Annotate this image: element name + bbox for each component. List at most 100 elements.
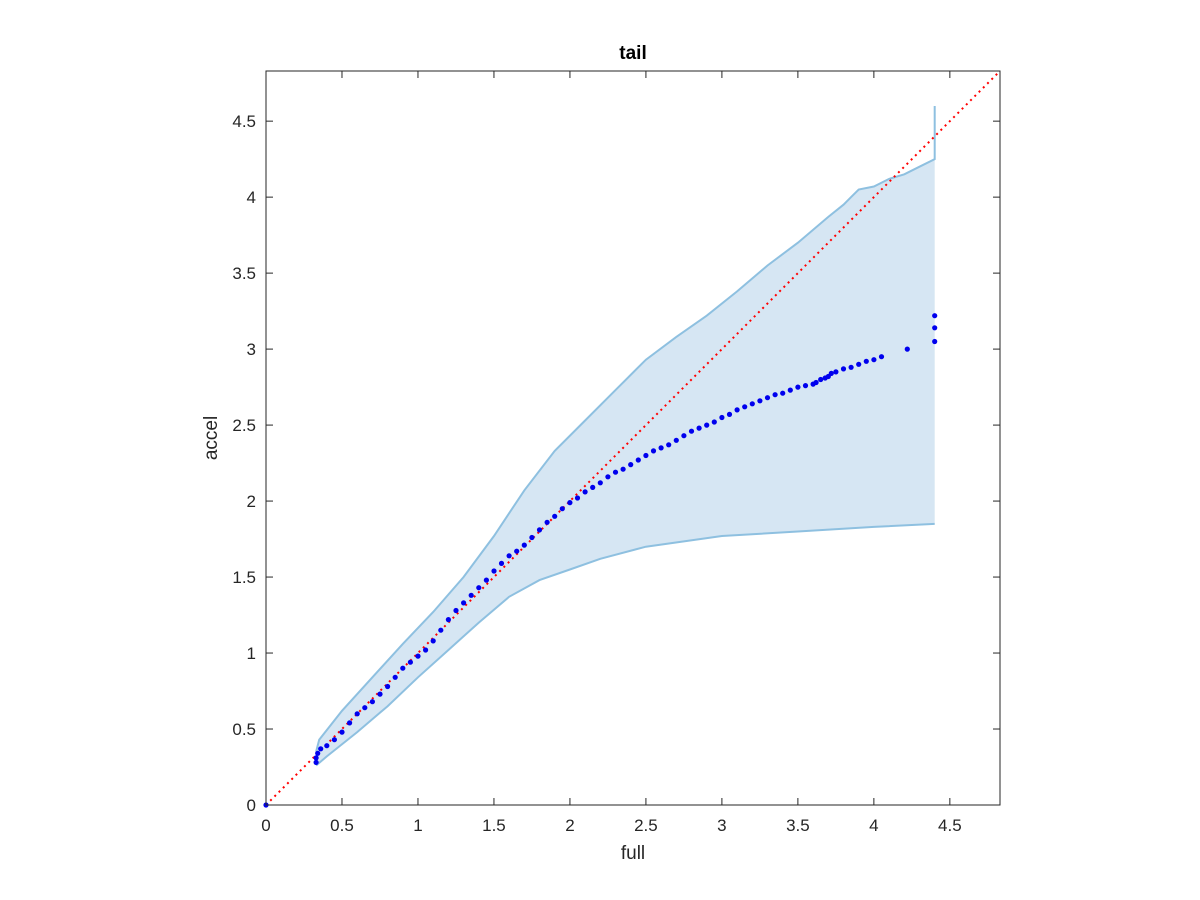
x-axis-label: full <box>621 843 645 864</box>
data-point <box>856 361 862 367</box>
data-point <box>491 568 497 574</box>
x-tick-label: 2 <box>565 816 574 835</box>
data-point <box>445 617 451 623</box>
data-point <box>828 370 834 376</box>
y-tick-label: 4.5 <box>232 112 256 131</box>
data-point <box>498 560 505 567</box>
data-point <box>347 720 353 726</box>
y-tick-label: 0 <box>247 796 256 815</box>
data-point <box>635 457 641 463</box>
data-point <box>871 357 877 363</box>
lower-band-edge <box>315 522 935 767</box>
data-point <box>521 542 527 548</box>
x-tick-label: 1 <box>413 816 422 835</box>
data-point <box>453 607 459 614</box>
data-point <box>673 437 679 443</box>
data-point <box>818 376 824 383</box>
x-tick-label: 0 <box>261 816 270 835</box>
y-tick-label: 0.5 <box>232 720 256 739</box>
y-tick-label: 2.5 <box>232 416 256 435</box>
data-point <box>878 354 885 360</box>
data-point <box>932 313 938 319</box>
data-point <box>468 592 474 598</box>
reference-line-layer <box>266 71 1000 805</box>
data-point <box>415 653 421 659</box>
data-point <box>423 647 429 653</box>
data-point <box>605 474 611 480</box>
data-point <box>339 729 345 735</box>
data-point <box>318 746 324 752</box>
y-tick-label: 1.5 <box>232 568 256 587</box>
data-point <box>863 358 869 364</box>
data-point <box>795 384 801 390</box>
data-point <box>385 683 391 690</box>
y-tick-label: 3 <box>247 340 256 359</box>
data-point <box>719 414 725 421</box>
data-point <box>848 364 854 370</box>
x-axis-ticks: 0 0.5 1 1.5 2 2.5 3 3.5 4 4.5 <box>261 71 962 835</box>
data-point <box>704 422 710 428</box>
data-point <box>313 755 319 761</box>
data-point <box>612 469 619 475</box>
data-point <box>313 759 319 766</box>
x-tick-label: 1.5 <box>482 816 506 835</box>
data-point <box>620 466 626 472</box>
plot-area-frame <box>265 70 1001 806</box>
data-point <box>430 638 436 644</box>
data-point <box>650 448 657 454</box>
data-point <box>813 379 819 386</box>
data-point <box>711 419 717 425</box>
data-point <box>802 383 809 389</box>
data-point <box>643 452 649 459</box>
x-tick-label: 3 <box>717 816 726 835</box>
data-point <box>582 489 588 495</box>
data-point <box>726 411 733 417</box>
data-point <box>559 506 565 512</box>
data-point <box>742 404 748 410</box>
data-point <box>628 462 634 468</box>
reference-line <box>266 71 1000 805</box>
data-point <box>658 445 664 451</box>
data-point <box>772 392 778 398</box>
data-point <box>840 366 847 372</box>
data-point <box>407 659 413 665</box>
data-point <box>362 705 368 711</box>
data-point <box>400 665 406 671</box>
data-point <box>544 519 550 525</box>
data-point <box>666 442 672 448</box>
data-point <box>681 433 687 439</box>
data-point <box>764 395 771 401</box>
data-point <box>324 743 330 749</box>
data-point <box>590 484 596 490</box>
data-point <box>749 401 755 407</box>
data-point <box>787 387 793 393</box>
data-point <box>461 600 467 606</box>
data-point <box>932 325 938 331</box>
data-point <box>483 577 489 583</box>
y-tick-label: 2 <box>247 492 256 511</box>
x-tick-label: 0.5 <box>330 816 354 835</box>
data-point <box>780 390 786 396</box>
data-point <box>369 699 375 705</box>
data-point <box>315 750 321 756</box>
chart-title: tail <box>619 43 646 64</box>
data-point <box>514 548 520 554</box>
confidence-band-layer <box>315 106 936 767</box>
data-point <box>932 338 938 345</box>
data-point <box>574 495 581 501</box>
y-tick-label: 3.5 <box>232 264 256 283</box>
data-point <box>688 428 695 434</box>
data-point <box>438 627 444 633</box>
x-tick-label: 4 <box>869 816 878 835</box>
y-tick-label: 4 <box>247 188 256 207</box>
data-point <box>331 737 337 743</box>
data-points-layer <box>263 313 938 808</box>
data-point <box>552 513 558 519</box>
data-point <box>377 691 383 697</box>
data-point <box>833 369 839 375</box>
x-tick-label: 3.5 <box>786 816 810 835</box>
x-tick-label: 4.5 <box>938 816 962 835</box>
data-point <box>476 585 482 591</box>
x-tick-label: 2.5 <box>634 816 658 835</box>
data-point <box>567 500 573 506</box>
